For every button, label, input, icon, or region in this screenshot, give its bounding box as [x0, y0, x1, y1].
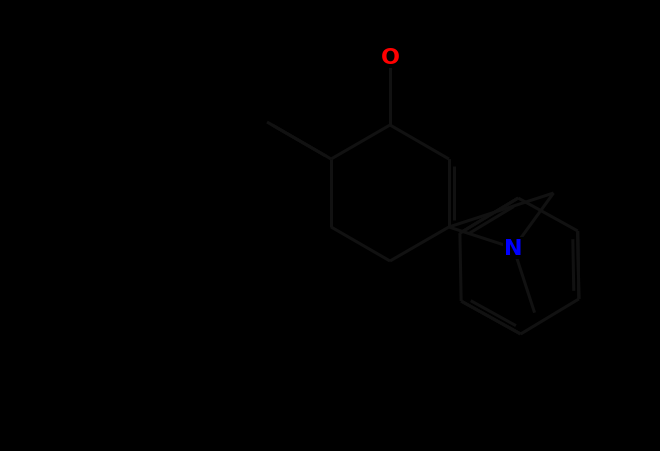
Text: N: N: [504, 239, 523, 258]
Text: O: O: [381, 48, 399, 68]
